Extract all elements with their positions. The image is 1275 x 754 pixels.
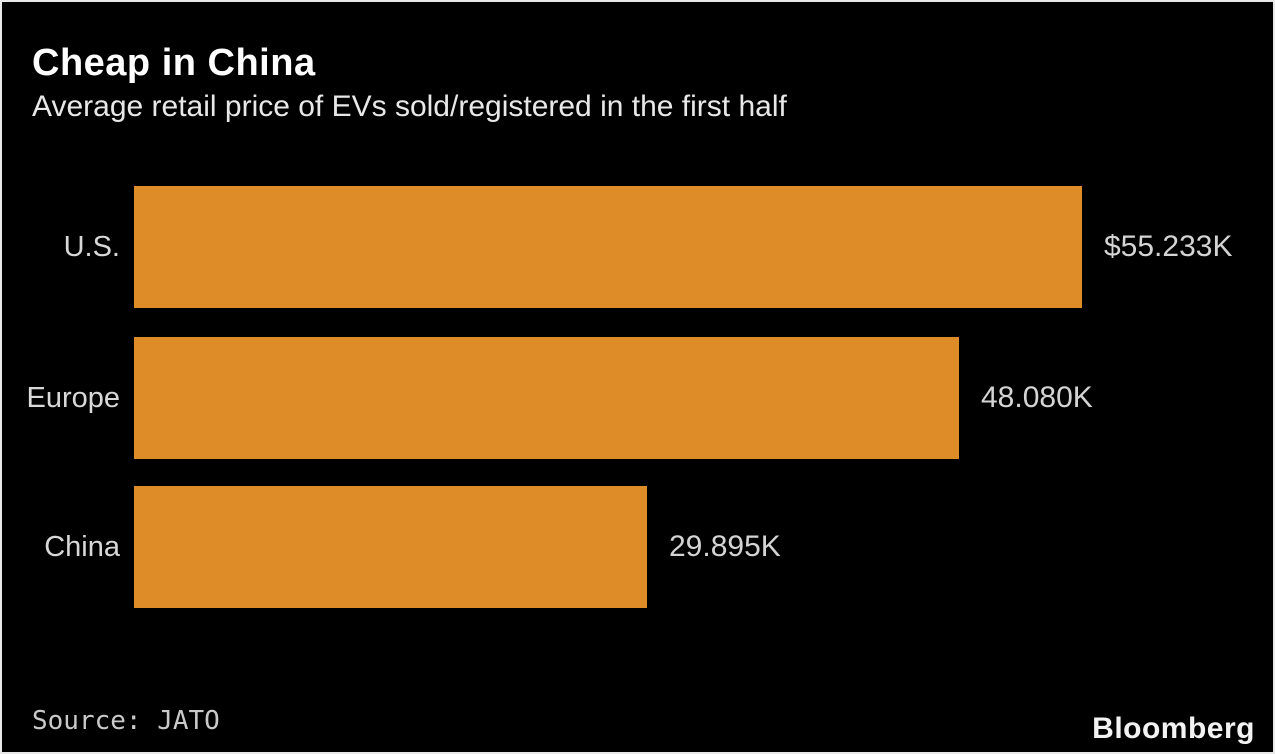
bar-us — [134, 186, 1082, 308]
source-credit: Source: JATO — [32, 706, 220, 736]
value-label-us: $55.233K — [1104, 230, 1233, 263]
bar-row-china: China 29.895K — [2, 486, 1273, 608]
bar-china — [134, 486, 647, 608]
category-label-china: China — [44, 530, 120, 563]
category-label-europe: Europe — [26, 381, 120, 414]
chart-subtitle: Average retail price of EVs sold/registe… — [32, 90, 787, 123]
chart-title: Cheap in China — [32, 42, 316, 84]
bloomberg-logo: Bloomberg — [1092, 712, 1255, 745]
category-label-us: U.S. — [63, 230, 120, 263]
bar-row-europe: Europe 48.080K — [2, 337, 1273, 459]
value-label-china: 29.895K — [669, 530, 781, 563]
bar-row-us: U.S. $55.233K — [2, 186, 1273, 308]
bar-europe — [134, 337, 959, 459]
value-label-europe: 48.080K — [981, 381, 1093, 414]
